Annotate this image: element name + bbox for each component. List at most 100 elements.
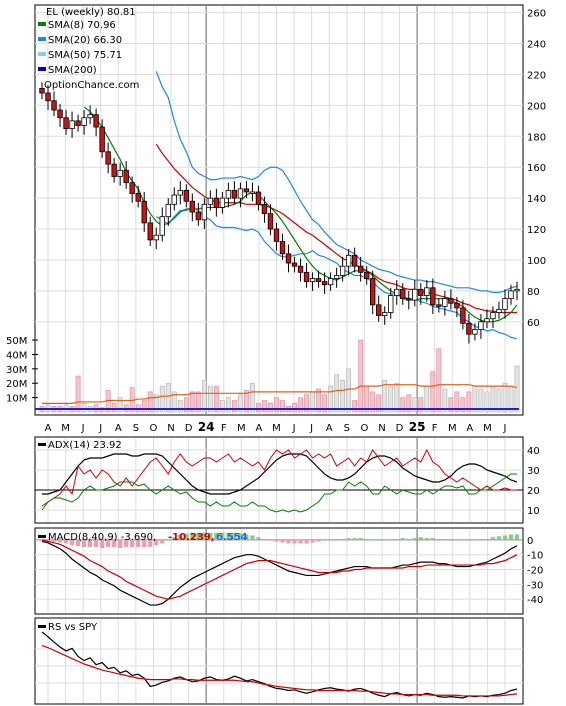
candle-body xyxy=(388,295,394,313)
adx-line xyxy=(42,453,518,495)
volume-bar xyxy=(183,397,189,413)
plus-di-line xyxy=(41,448,517,507)
volume-bar xyxy=(436,348,442,413)
macd-histogram-bar xyxy=(136,539,141,548)
price-panel-frame xyxy=(34,4,524,416)
candle-body xyxy=(99,126,105,153)
macd-histogram-bar xyxy=(382,539,387,541)
candle-body xyxy=(117,169,123,177)
volume-bar xyxy=(268,403,273,413)
candle-body xyxy=(261,203,268,215)
candle-body xyxy=(418,288,424,296)
macd-histogram-bar xyxy=(418,537,423,540)
price-y-tick-label: 60 xyxy=(527,318,540,329)
macd-histogram-bar xyxy=(304,539,309,544)
macd-histogram-bar xyxy=(310,539,315,543)
x-tick-label: M xyxy=(61,423,70,434)
candle-body xyxy=(81,117,87,126)
volume-bar xyxy=(400,397,406,413)
macd-histogram-bar xyxy=(394,538,399,540)
x-tick-label: O xyxy=(150,423,158,434)
macd-histogram-bar xyxy=(508,534,514,540)
legend-swatch-sma8 xyxy=(38,22,46,26)
volume-bar xyxy=(159,385,165,413)
macd-signal-line xyxy=(41,539,518,600)
macd-histogram-bar xyxy=(346,538,351,540)
macd-histogram-bar xyxy=(81,539,87,548)
macd-histogram-bar xyxy=(448,539,453,541)
candle-body xyxy=(171,194,177,205)
macd-histogram-bar xyxy=(316,539,321,542)
x-tick-label: D xyxy=(185,423,193,434)
volume-bar xyxy=(219,400,225,413)
macd-histogram-bar xyxy=(262,538,267,540)
macd-histogram-bar xyxy=(154,539,159,546)
volume-bar xyxy=(153,394,159,413)
adx-panel: 40 30 20 10 ADX(14) 23.92 xyxy=(34,436,540,524)
volume-bar xyxy=(250,382,255,413)
candle-body xyxy=(376,304,382,317)
x-tick-label: F xyxy=(221,423,227,434)
macd-histogram-bar xyxy=(148,539,153,548)
macd-y-tick-label: -40 xyxy=(527,595,543,606)
candle-body xyxy=(165,203,171,218)
rs-panel: RS vs SPY xyxy=(34,617,524,705)
macd-histogram-bar xyxy=(238,533,243,540)
macd-y-tick-label: 0 xyxy=(527,536,533,547)
macd-histogram-bar xyxy=(51,539,57,542)
macd-histogram-bar xyxy=(298,539,303,544)
candle-body xyxy=(255,191,262,205)
macd-histogram-bar xyxy=(100,539,105,548)
macd-histogram-bar xyxy=(334,538,339,540)
bollinger-upper-line xyxy=(155,71,518,294)
adx-y-tick-label: 30 xyxy=(527,466,540,477)
volume-bar xyxy=(207,385,213,413)
volume-bar xyxy=(117,397,123,413)
candle-body xyxy=(321,281,328,286)
macd-histogram-bar xyxy=(63,539,69,544)
macd-histogram-bar xyxy=(166,539,171,541)
candle-body xyxy=(75,120,81,126)
macd-histogram-bar xyxy=(202,532,207,540)
volume-bar xyxy=(262,400,267,413)
candle-body xyxy=(69,120,75,129)
candle-body xyxy=(460,307,466,324)
volume-bar xyxy=(478,388,484,413)
adx-y-tick-label: 20 xyxy=(527,486,540,497)
macd-histogram-bar xyxy=(352,538,357,540)
macd-histogram-bar xyxy=(490,537,496,540)
candle-body xyxy=(273,228,280,242)
price-y-tick-label: 180 xyxy=(527,132,546,143)
price-y-tick-label: 220 xyxy=(527,70,546,81)
macd-histogram-bar xyxy=(190,532,195,540)
macd-histogram-bar xyxy=(268,539,273,541)
volume-bar xyxy=(111,403,117,413)
macd-histogram-bar xyxy=(178,534,183,540)
macd-histogram-bar xyxy=(328,539,333,541)
macd-grid xyxy=(35,529,523,613)
legend-swatch-sma50 xyxy=(38,52,46,56)
volume-bar xyxy=(412,397,418,413)
macd-histogram-bar xyxy=(124,539,129,548)
macd-histogram-bar xyxy=(478,538,484,540)
volume-y-tick-label: 10M xyxy=(6,394,27,405)
candle-body xyxy=(315,278,322,283)
candle-body xyxy=(51,100,57,111)
candle-body xyxy=(225,190,232,199)
candle-body xyxy=(357,265,364,273)
macd-histogram-bar xyxy=(292,539,297,544)
candle-body xyxy=(279,241,286,255)
candle-body xyxy=(189,200,196,213)
volume-bar xyxy=(352,400,358,413)
candle-body xyxy=(123,169,129,184)
macd-histogram-bar xyxy=(250,535,255,540)
x-tick-label: A xyxy=(326,423,333,434)
rs-title: RS vs SPY xyxy=(48,622,98,633)
x-tick-label: S xyxy=(133,423,139,434)
adx-legend-swatch xyxy=(38,443,46,446)
macd-histogram-bar xyxy=(454,539,459,541)
candle-body xyxy=(213,197,220,208)
x-tick-label: S xyxy=(344,423,350,434)
volume-bar xyxy=(81,403,87,413)
macd-histogram-bar xyxy=(94,539,99,548)
